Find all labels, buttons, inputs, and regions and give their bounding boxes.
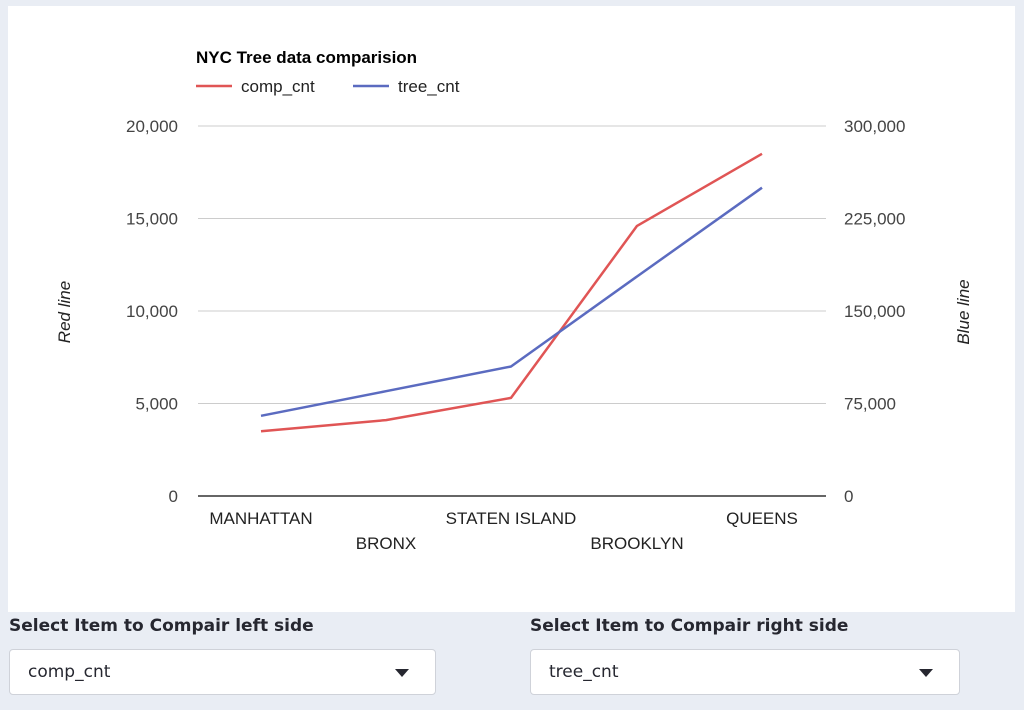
x-tick-label: STATEN ISLAND [446,509,577,528]
x-tick-label: BRONX [356,534,416,553]
x-tick-label: BROOKLYN [590,534,683,553]
left-tick-label: 5,000 [135,395,178,414]
left-side-select[interactable]: comp_cnt [9,649,436,695]
right-side-select[interactable]: tree_cnt [530,649,960,695]
legend-label: comp_cnt [241,77,315,96]
legend-label: tree_cnt [398,77,460,96]
right-tick-label: 0 [844,487,853,506]
right-tick-label: 150,000 [844,302,905,321]
right-tick-label: 75,000 [844,395,896,414]
caret-down-icon[interactable] [919,669,933,677]
x-tick-label: QUEENS [726,509,798,528]
x-tick-label: MANHATTAN [209,509,312,528]
left-select-value: comp_cnt [28,662,111,682]
left-tick-label: 20,000 [126,117,178,136]
chart-panel: 0 5,000 10,000 15,000 20,000 0 75,000 150,000 22… [8,6,1015,612]
left-tick-label: 10,000 [126,302,178,321]
right-tick-label: 300,000 [844,117,905,136]
left-select-label: Select Item to Compair left side [9,616,314,636]
series-line-tree_cnt [260,186,763,418]
line-chart: 0 5,000 10,000 15,000 20,000 0 75,000 150,000 22… [55,48,973,553]
right-select-label: Select Item to Compair right side [530,616,849,636]
series-line-comp_cnt [260,152,763,433]
right-axis-title: Blue line [954,279,973,344]
left-tick-label: 0 [169,487,178,506]
right-tick-label: 225,000 [844,210,905,229]
left-tick-label: 15,000 [126,210,178,229]
chart-title: NYC Tree data comparision [196,48,417,67]
right-select-value: tree_cnt [549,662,619,682]
left-axis-title: Red line [55,281,74,343]
caret-down-icon[interactable] [395,669,409,677]
